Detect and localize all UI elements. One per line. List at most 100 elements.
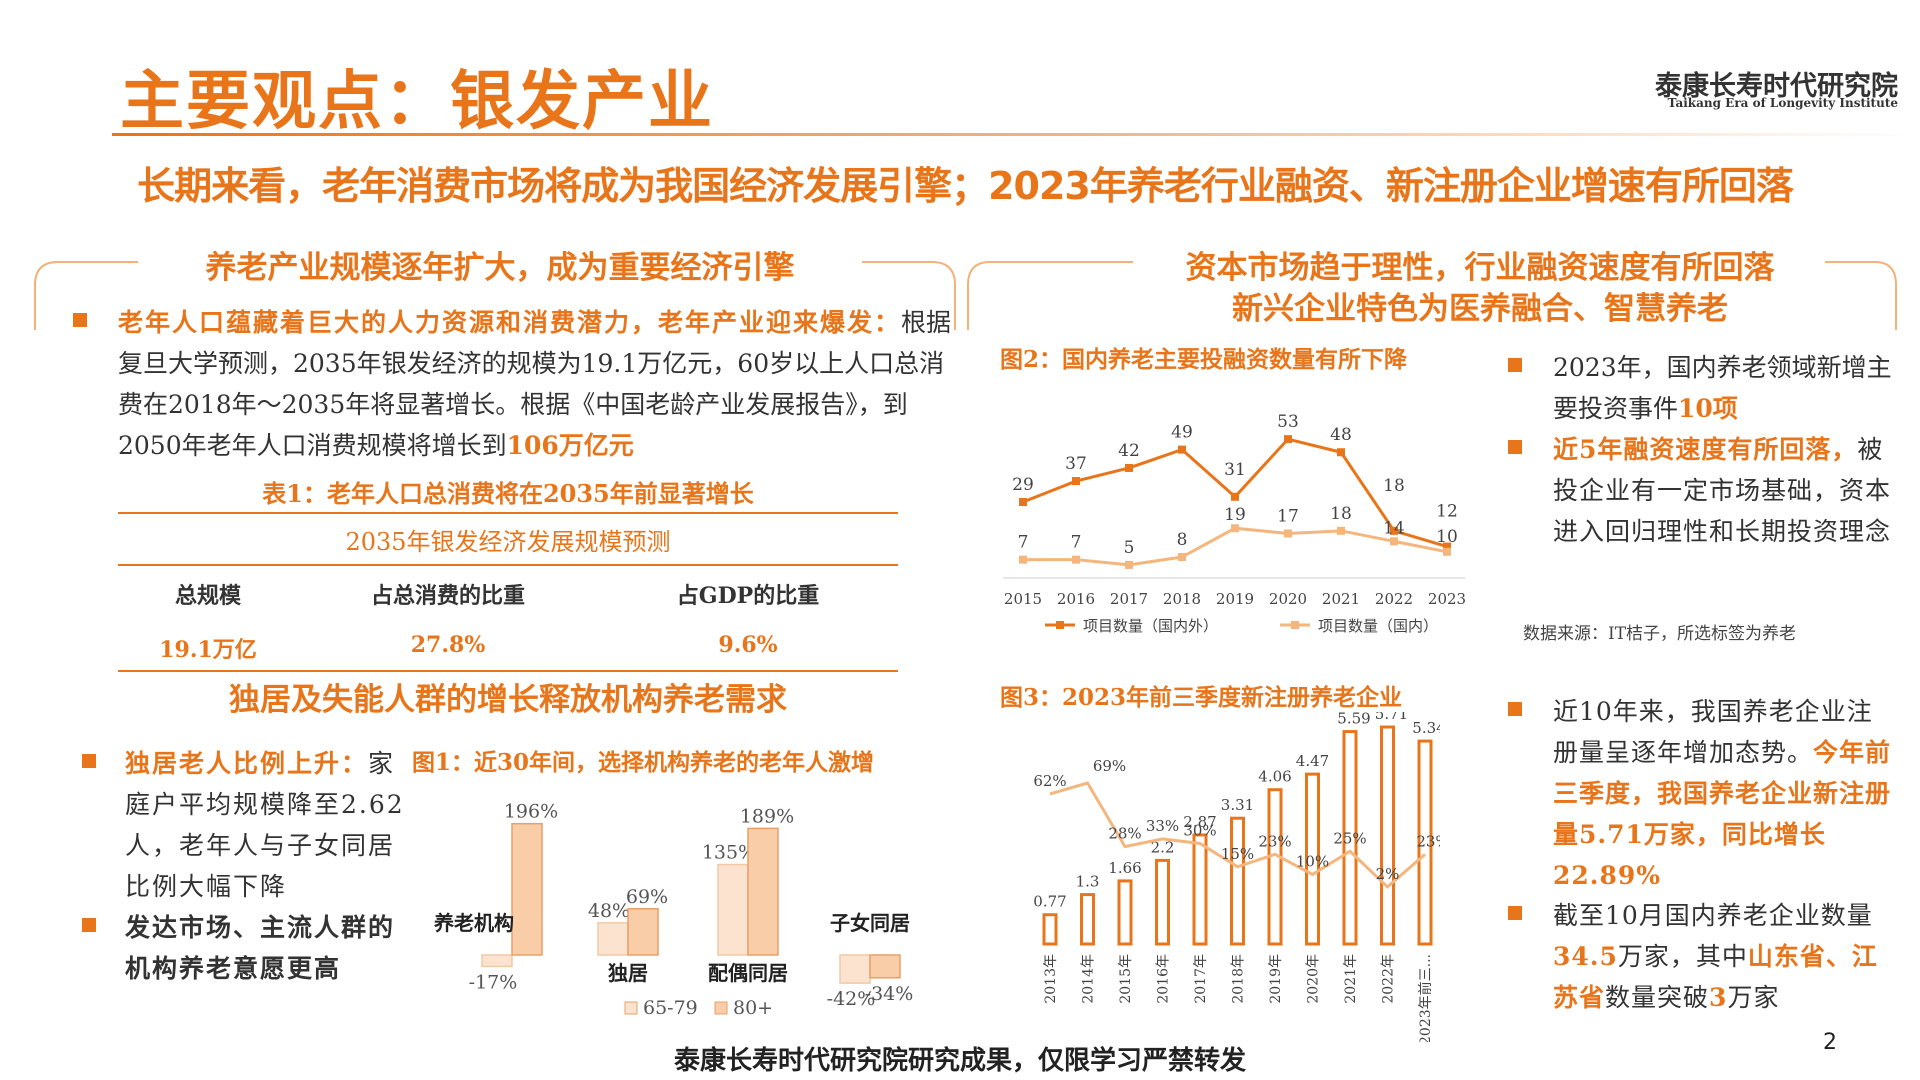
title-divider bbox=[112, 133, 1912, 136]
bullet-body: 万家 bbox=[1727, 983, 1780, 1012]
fig3-growth-label: 10% bbox=[1296, 853, 1329, 871]
fig3-growth-label: 62% bbox=[1033, 772, 1066, 790]
fig2-point bbox=[1231, 524, 1239, 533]
fig2-data-label: 53 bbox=[1277, 412, 1299, 432]
fig2-data-label: 19 bbox=[1224, 505, 1246, 525]
fig2-chart: 29 37 42 49 31 53 48 18 12 7 7 5 8 19 17 18 14 10 2015 2016… bbox=[1003, 412, 1466, 635]
headline: 长期来看，老年消费市场将成为我国经济发展引擎；2023年养老行业融资、新注册企业… bbox=[137, 164, 1794, 208]
fig3-x-tick: 2014年 bbox=[1081, 954, 1097, 1004]
fig1-value-label: -42% bbox=[827, 988, 876, 1010]
fig1-value-label: -17% bbox=[469, 971, 518, 993]
fig3-x-tick: 2021年 bbox=[1343, 954, 1359, 1004]
fig2-x-tick: 2022 bbox=[1375, 590, 1413, 608]
fig3-bar bbox=[1042, 913, 1058, 946]
fig2-data-label: 8 bbox=[1177, 530, 1188, 550]
fig2-point bbox=[1019, 555, 1027, 564]
section-title-capital: 资本市场趋于理性，行业融资速度有所回落 bbox=[1185, 250, 1775, 286]
fig1-bar-65-79 bbox=[597, 922, 629, 956]
fig1-chart: -17% 196% 养老机构 48%69% 独居 135% 189% 配偶同居 -42%-34%… bbox=[433, 801, 914, 1019]
fig2-x-tick: 2020 bbox=[1269, 590, 1307, 608]
section-title-living-alone: 独居及失能人群的增长释放机构养老需求 bbox=[229, 682, 787, 718]
fig1-bar-80plus bbox=[747, 827, 779, 956]
bullet-lead: 老年人口蕴藏着巨大的人力资源和消费潜力，老年产业迎来爆发： bbox=[118, 308, 902, 337]
bullet-enterprise-count: 截至10月国内养老企业数量 34.5万家，其中山东省、江苏省数量突破3万家 bbox=[1553, 895, 1893, 1018]
table-caption: 表1：老年人口总消费将在2035年前显著增长 bbox=[262, 479, 754, 508]
bullet-body: 万家，其中 bbox=[1617, 942, 1748, 971]
fig2-point bbox=[1390, 537, 1398, 546]
fig2-legend-marker bbox=[1056, 621, 1064, 629]
fig3-x-tick: 2023年前三... bbox=[1417, 954, 1434, 1042]
fig3-bar-label: 0.77 bbox=[1033, 893, 1066, 911]
bullet-body: 2023年，国内养老领域新增主要投资事件 bbox=[1553, 353, 1892, 423]
logo-text: 泰康长寿时代研究院 bbox=[1655, 71, 1898, 102]
bullet-body: 数量突破 bbox=[1605, 983, 1710, 1012]
table-cell: 19.1万亿 bbox=[159, 637, 257, 663]
fig1-bar-65-79 bbox=[481, 954, 513, 968]
fig1-legend-label: 80+ bbox=[733, 997, 773, 1019]
fig2-x-tick: 2021 bbox=[1322, 590, 1360, 608]
fig2-data-label: 14 bbox=[1383, 518, 1405, 538]
bullet-body: 被投企业有一定市场基础，资本进入回归理性和长期投资理念 bbox=[1553, 435, 1892, 546]
fig1-value-label: 135% bbox=[702, 842, 756, 864]
fig2-x-tick: 2019 bbox=[1216, 590, 1254, 608]
fig2-data-label: 17 bbox=[1277, 506, 1299, 526]
forecast-table: 2035年银发经济发展规模预测 总规模 占总消费的比重 占GDP的比重 19.1… bbox=[118, 512, 898, 672]
fig1-category-label: 独居 bbox=[608, 961, 648, 985]
bullet-highlight: 106万亿元 bbox=[506, 431, 634, 460]
fig2-point bbox=[1072, 477, 1080, 486]
fig1-category-label: 配偶同居 bbox=[708, 961, 788, 985]
fig3-bar-label: 2.2 bbox=[1151, 838, 1175, 856]
fig1-value-label: -34% bbox=[865, 983, 914, 1005]
fig2-point bbox=[1337, 448, 1345, 457]
fig2-point bbox=[1231, 492, 1239, 501]
fig3-bar bbox=[1080, 893, 1095, 946]
fig3-x-tick: 2017年 bbox=[1193, 954, 1209, 1004]
fig1-bar-65-79 bbox=[839, 954, 871, 984]
fig3-growth-label: 33% bbox=[1146, 817, 1179, 835]
bullet-marker bbox=[82, 918, 96, 932]
page-number: 2 bbox=[1823, 1030, 1837, 1055]
fig1-bar-80plus bbox=[511, 822, 543, 956]
fig1-value-label: 196% bbox=[504, 801, 558, 823]
fig3-x-tick: 2022年 bbox=[1381, 954, 1397, 1004]
fig2-point bbox=[1125, 560, 1133, 569]
fig3-growth-label: 69% bbox=[1093, 757, 1126, 775]
fig1-category-label: 子女同居 bbox=[830, 911, 910, 935]
fig3-bar-label: 1.66 bbox=[1108, 859, 1141, 877]
fig2-legend-marker bbox=[1291, 621, 1299, 629]
fig3-x-tick: 2013年 bbox=[1043, 954, 1059, 1004]
fig2-data-label: 7 bbox=[1018, 533, 1029, 553]
fig3-bar bbox=[1230, 816, 1245, 946]
fig1-legend-swatch bbox=[624, 1001, 638, 1015]
fig1-value-label: 189% bbox=[740, 805, 794, 827]
fig3-title: 图3：2023年前三季度新注册养老企业 bbox=[1000, 684, 1403, 711]
fig3-growth-label: 23% bbox=[1258, 832, 1291, 850]
fig3-x-tick: 2019年 bbox=[1268, 954, 1284, 1004]
fig3-growth-label: 30% bbox=[1183, 822, 1216, 840]
bullet-body: 近10年来，我国养老企业注册量呈逐年增加态势。 bbox=[1553, 697, 1873, 767]
fig2-point bbox=[1178, 445, 1186, 454]
fig3-bar bbox=[1117, 879, 1133, 946]
fig2-data-label: 10 bbox=[1436, 527, 1458, 547]
fig2-point bbox=[1072, 555, 1080, 564]
fig2-data-label: 31 bbox=[1224, 460, 1246, 480]
fig1-title: 图1：近30年间，选择机构养老的老年人激增 bbox=[412, 749, 875, 776]
fig3-bar-label: 1.3 bbox=[1076, 873, 1100, 891]
section-subtitle-capital: 新兴企业特色为医养融合、智慧养老 bbox=[1232, 291, 1728, 327]
logo-subtitle: Taikang Era of Longevity Institute bbox=[1667, 96, 1898, 110]
fig3-bar bbox=[1342, 730, 1358, 946]
bullet-marker bbox=[1508, 440, 1522, 454]
fig3-bar-label: 5.34 bbox=[1412, 719, 1440, 737]
fig2-point bbox=[1125, 463, 1133, 472]
fig2-point bbox=[1337, 526, 1345, 535]
fig3-growth-label: 28% bbox=[1108, 825, 1141, 843]
fig2-data-label: 49 bbox=[1171, 423, 1193, 443]
fig2-data-label: 7 bbox=[1071, 533, 1082, 553]
bullet-body: 家庭户平均规模降至2.62人，老年人与子女同居比例大幅下降 bbox=[125, 749, 405, 901]
fig2-data-label: 5 bbox=[1124, 538, 1135, 558]
fig2-point bbox=[1019, 498, 1027, 507]
fig2-x-tick: 2016 bbox=[1057, 590, 1095, 608]
fig3-x-tick: 2020年 bbox=[1306, 954, 1322, 1004]
fig1-bar-80plus bbox=[869, 954, 901, 979]
